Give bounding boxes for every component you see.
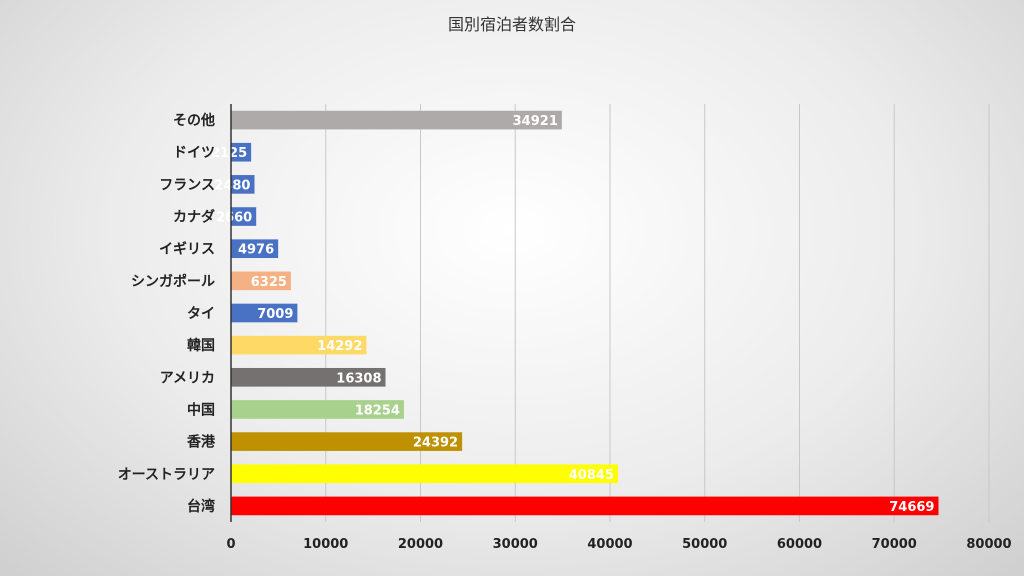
category-label: 台湾 xyxy=(187,498,215,515)
x-tick-label: 60000 xyxy=(777,537,822,552)
bar xyxy=(231,110,562,130)
bar xyxy=(231,335,367,355)
category-label: オーストラリア xyxy=(118,467,215,483)
bar xyxy=(231,271,291,291)
data-label: 4976 xyxy=(238,243,274,258)
data-label: 40845 xyxy=(569,468,614,483)
data-label: 14292 xyxy=(317,339,362,354)
bars: 34921 2125 2480 2660 4976 6325 7009 14292 16308 1… xyxy=(211,110,939,516)
category-label: 香港 xyxy=(186,434,216,451)
bar xyxy=(231,400,404,419)
x-tick-label: 0 xyxy=(226,537,235,552)
category-label: ドイツ xyxy=(173,145,215,161)
bar xyxy=(231,432,463,451)
bar xyxy=(231,175,255,194)
data-label: 34921 xyxy=(513,114,558,129)
chart-title: 国別宿泊者数割合 xyxy=(448,15,576,34)
data-label: 2125 xyxy=(211,146,247,161)
data-label: 6325 xyxy=(251,275,287,290)
category-label: アメリカ xyxy=(160,370,215,386)
gridlines xyxy=(325,104,990,522)
category-label: カナダ xyxy=(173,209,215,226)
category-label: フランス xyxy=(159,177,215,193)
bar xyxy=(231,367,386,387)
x-tick-label: 30000 xyxy=(493,537,538,552)
category-label: イギリス xyxy=(159,241,215,258)
x-tick-label: 80000 xyxy=(966,537,1011,552)
x-tick-label: 10000 xyxy=(303,537,348,552)
category-label: 韓国 xyxy=(187,337,215,354)
data-label: 2480 xyxy=(214,178,250,193)
data-label: 2660 xyxy=(216,211,252,226)
bar xyxy=(231,464,619,484)
x-tick-label: 50000 xyxy=(682,537,727,552)
bar xyxy=(231,496,939,516)
category-label: シンガポール xyxy=(131,273,215,290)
data-label: 7009 xyxy=(257,307,293,322)
x-tick-label: 70000 xyxy=(872,537,917,552)
axes: 0 10000 20000 30000 40000 50000 60000 70000 8000… xyxy=(118,104,1012,552)
category-label: タイ xyxy=(187,306,215,322)
category-label: 中国 xyxy=(187,401,215,418)
bar xyxy=(231,239,279,259)
bar xyxy=(231,142,252,162)
data-label: 16308 xyxy=(336,371,381,386)
data-label: 18254 xyxy=(355,403,400,418)
x-tick-label: 40000 xyxy=(587,537,632,552)
category-label: その他 xyxy=(173,112,215,129)
bar xyxy=(231,207,257,226)
data-label: 24392 xyxy=(413,436,458,451)
data-label: 74669 xyxy=(889,500,934,515)
bar xyxy=(231,303,298,323)
x-tick-label: 20000 xyxy=(398,537,443,552)
